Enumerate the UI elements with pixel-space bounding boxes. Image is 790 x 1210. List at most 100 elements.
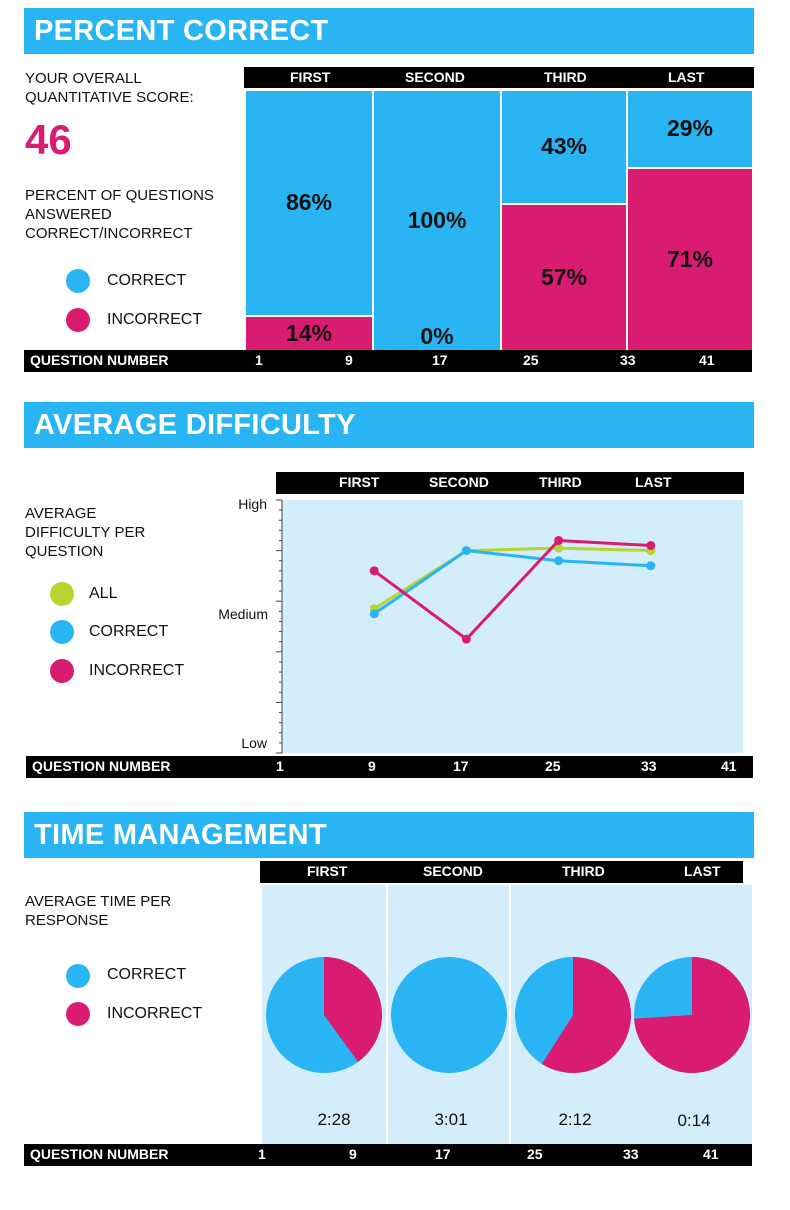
difficulty-desc-line1: AVERAGE <box>25 505 97 522</box>
legend-correct-dot <box>66 269 90 293</box>
percent-correct-title: PERCENT CORRECT <box>24 8 754 54</box>
difficulty-desc-line3: QUESTION <box>25 543 104 560</box>
label-incorrect-third: 57% <box>540 263 588 290</box>
time-quarter-last: LAST <box>684 863 721 879</box>
time-axis-label: QUESTION NUMBER <box>30 1146 169 1162</box>
line-all <box>373 546 651 611</box>
bar-incorrect-last <box>628 169 752 352</box>
percent-quarter-first: FIRST <box>290 69 331 85</box>
point-correct-25 <box>554 556 564 566</box>
legend-correct-label-3: CORRECT <box>107 966 187 983</box>
y-label-medium: Medium <box>218 606 268 622</box>
legend-correct-dot-2 <box>50 620 74 644</box>
difficulty-quarter-third: THIRD <box>539 474 582 490</box>
time-value-first: 2:28 <box>317 1110 351 1129</box>
point-correct-17 <box>461 546 471 556</box>
difficulty-plot-area <box>282 500 743 753</box>
legend-correct-label: CORRECT <box>107 272 187 289</box>
time-quarter-second: SECOND <box>423 863 483 879</box>
percent-qnum-33: 33 <box>620 352 636 368</box>
point-incorrect-17 <box>461 634 471 644</box>
percent-qnum-17: 17 <box>432 352 448 368</box>
bar-incorrect-third <box>502 205 626 352</box>
time-qnum-33: 33 <box>623 1146 639 1162</box>
point-all-25 <box>554 543 564 553</box>
time-desc-line1: AVERAGE TIME PER <box>25 893 172 910</box>
time-qnum-9: 9 <box>349 1146 357 1162</box>
percent-desc-line1: PERCENT OF QUESTIONS <box>25 187 214 204</box>
score-label-line2: QUANTITATIVE SCORE: <box>25 89 194 106</box>
line-correct <box>373 549 651 616</box>
difficulty-desc-line2: DIFFICULTY PER <box>25 524 146 541</box>
label-incorrect-last: 71% <box>666 245 714 272</box>
bar-incorrect-first <box>246 317 372 352</box>
percent-quarter-last: LAST <box>668 69 705 85</box>
difficulty-quarter-bar: FIRST SECOND THIRD LAST <box>276 472 744 494</box>
difficulty-qnum-33: 33 <box>641 758 657 774</box>
time-pie-charts <box>266 957 750 1073</box>
point-incorrect-25 <box>554 535 564 545</box>
point-correct-9 <box>369 609 379 619</box>
label-correct-third: 43% <box>540 133 588 159</box>
time-qnum-17: 17 <box>435 1146 451 1162</box>
difficulty-axis-label: QUESTION NUMBER <box>32 758 171 774</box>
percent-desc-line3: CORRECT/INCORRECT <box>25 225 193 242</box>
difficulty-quarter-last: LAST <box>635 474 672 490</box>
percent-axis-label: QUESTION NUMBER <box>30 352 169 368</box>
label-correct-last: 29% <box>666 115 714 141</box>
legend-incorrect-dot <box>66 308 90 332</box>
time-qnum-1: 1 <box>258 1146 266 1162</box>
score-label-line1: YOUR OVERALL <box>25 70 142 87</box>
line-incorrect <box>373 539 651 641</box>
difficulty-title: AVERAGE DIFFICULTY <box>24 402 754 448</box>
difficulty-qnum-41: 41 <box>721 758 737 774</box>
percent-desc-line2: ANSWERED <box>25 206 112 223</box>
difficulty-line-chart <box>276 499 743 754</box>
time-desc-line2: RESPONSE <box>25 912 109 929</box>
legend-incorrect-label-3: INCORRECT <box>107 1005 203 1022</box>
pie-correct-second <box>391 957 507 1073</box>
difficulty-quarter-first: FIRST <box>339 474 380 490</box>
point-incorrect-33 <box>646 541 656 551</box>
legend-incorrect-label-2: INCORRECT <box>89 662 185 679</box>
difficulty-quarter-second: SECOND <box>429 474 489 490</box>
time-management-title: TIME MANAGEMENT <box>24 812 754 858</box>
bar-correct-last <box>628 91 752 167</box>
percent-quarter-third: THIRD <box>544 69 587 85</box>
time-value-second: 3:01 <box>434 1110 468 1129</box>
overall-score: 46 <box>25 116 72 163</box>
difficulty-qnum-9: 9 <box>368 758 376 774</box>
label-incorrect-second: 0% <box>420 323 454 349</box>
percent-qnum-1: 1 <box>255 352 263 368</box>
difficulty-qnum-1: 1 <box>276 758 284 774</box>
pie-incorrect-last <box>634 957 750 1073</box>
legend-correct-dot-3 <box>66 964 90 988</box>
legend-all-dot <box>50 582 74 606</box>
time-value-last: 0:14 <box>677 1111 711 1130</box>
time-quarter-third: THIRD <box>562 863 605 879</box>
percent-qnum-9: 9 <box>345 352 353 368</box>
legend-incorrect-dot-2 <box>50 659 74 683</box>
pie-incorrect-first <box>324 957 382 1062</box>
percent-quarter-second: SECOND <box>405 69 465 85</box>
point-incorrect-9 <box>369 566 379 576</box>
difficulty-qnum-17: 17 <box>453 758 469 774</box>
label-correct-first: 86% <box>285 189 333 215</box>
time-axis-bar: QUESTION NUMBER <box>24 1144 752 1166</box>
label-correct-second: 100% <box>407 207 467 233</box>
percent-qnum-41: 41 <box>699 352 715 368</box>
difficulty-qnum-25: 25 <box>545 758 561 774</box>
bar-correct-third <box>502 91 626 203</box>
percent-axis-bar: QUESTION NUMBER <box>24 350 752 372</box>
percent-stacked-bars: 86% 14% 100% 0% 43% 57% 29% 71% <box>246 91 756 352</box>
time-quarter-bar: FIRST SECOND THIRD LAST <box>260 861 743 883</box>
time-qnum-25: 25 <box>527 1146 543 1162</box>
bar-correct-first <box>246 91 372 315</box>
percent-qnum-25: 25 <box>523 352 539 368</box>
legend-incorrect-dot-3 <box>66 1002 90 1026</box>
time-qnum-41: 41 <box>703 1146 719 1162</box>
pie-incorrect-third <box>541 957 631 1073</box>
y-label-high: High <box>238 496 267 512</box>
time-value-third: 2:12 <box>558 1110 592 1129</box>
legend-all-label: ALL <box>89 585 118 602</box>
